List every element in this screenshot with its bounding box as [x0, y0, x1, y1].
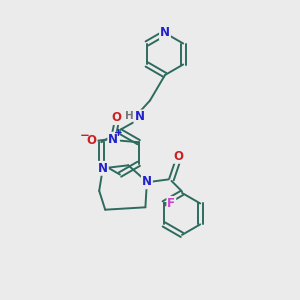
Text: +: +: [114, 128, 123, 138]
Text: N: N: [108, 133, 118, 146]
Text: H: H: [125, 111, 134, 121]
Text: N: N: [160, 26, 170, 40]
Text: O: O: [173, 150, 183, 163]
Text: F: F: [167, 197, 175, 210]
Text: N: N: [142, 175, 152, 188]
Text: N: N: [134, 110, 145, 124]
Text: −: −: [80, 129, 90, 142]
Text: O: O: [87, 134, 97, 147]
Text: N: N: [98, 162, 108, 175]
Text: O: O: [112, 111, 122, 124]
